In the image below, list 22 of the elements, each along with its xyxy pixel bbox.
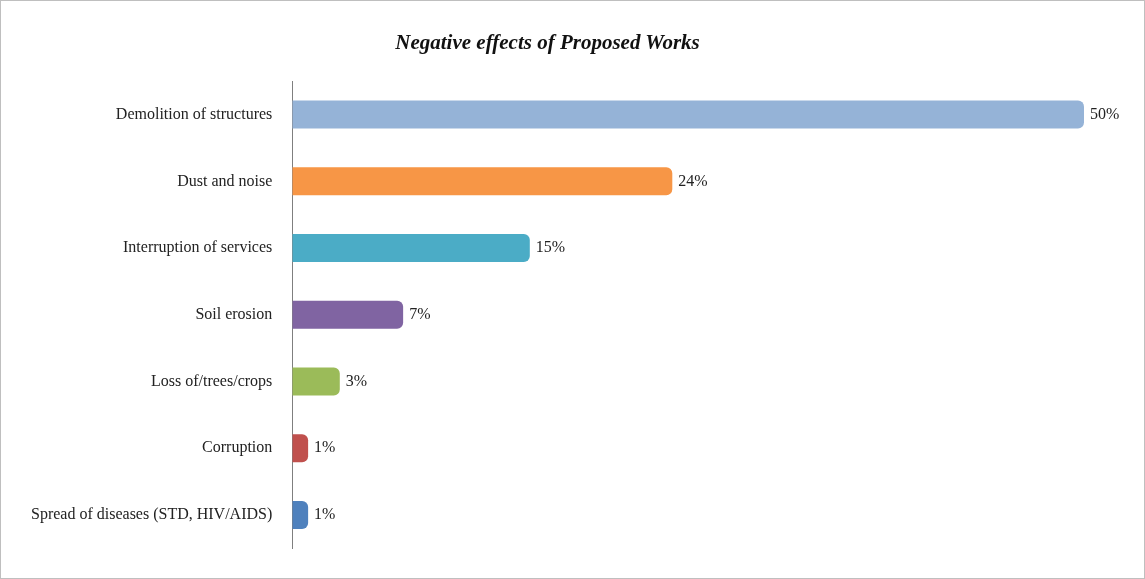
y-tick-label: Spread of diseases (STD, HIV/AIDS) <box>30 505 273 524</box>
y-tick-label: Dust and noise <box>177 171 273 189</box>
chart-title: Negative effects of Proposed Works <box>394 30 700 55</box>
y-tick-label: Loss of/trees/crops <box>150 371 273 390</box>
data-label: 50% <box>1090 104 1120 122</box>
y-tick-label: Interruption of services <box>123 238 273 257</box>
y-tick-label: Soil erosion <box>195 305 273 322</box>
data-label: 15% <box>535 238 566 256</box>
bar <box>292 367 340 396</box>
data-label: 24% <box>678 171 708 189</box>
bar <box>292 501 309 530</box>
data-label: 1% <box>314 438 336 456</box>
data-label: 7% <box>409 305 431 322</box>
data-label: 1% <box>314 505 336 523</box>
bar <box>292 234 530 263</box>
data-label: 3% <box>345 371 368 389</box>
bar <box>292 434 309 463</box>
bar <box>292 100 1084 129</box>
y-tick-label: Corruption <box>202 438 273 457</box>
y-tick-label: Demolition of structures <box>115 104 273 122</box>
bar <box>292 167 673 196</box>
bar <box>292 300 404 329</box>
